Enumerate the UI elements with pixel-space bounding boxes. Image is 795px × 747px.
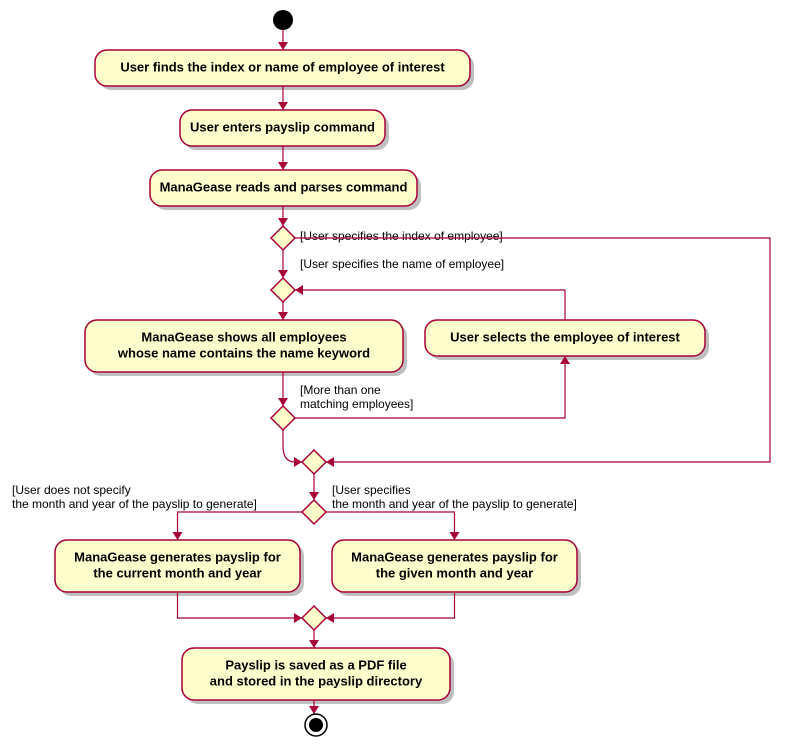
label-no-month: the month and year of the payslip to gen… [12, 497, 257, 511]
activity-gen-current-text: ManaGease generates payslip for [74, 549, 281, 564]
decision-multiple-match [271, 406, 295, 430]
start-node [273, 10, 293, 30]
decision-merge-1 [271, 278, 295, 302]
activity-enter-command-text: User enters payslip command [190, 119, 375, 134]
activity-find-employee-text: User finds the index or name of employee… [120, 59, 445, 74]
label-no-month: [User does not specify [12, 483, 131, 497]
label-more-than-one: [More than one [300, 383, 381, 397]
activity-show-employees-text: ManaGease shows all employees [141, 329, 346, 344]
activity-gen-given-text: ManaGease generates payslip for [351, 549, 558, 564]
activity-gen-given-text: the given month and year [376, 565, 533, 580]
decision-merge-3 [302, 606, 326, 630]
decision-month-specified [302, 500, 326, 524]
activity-show-employees-text: whose name contains the name keyword [117, 345, 370, 360]
decision-index-or-name [271, 226, 295, 250]
activity-select-employee-text: User selects the employee of interest [450, 329, 680, 344]
flowchart-canvas: User finds the index or name of employee… [0, 0, 795, 747]
label-more-than-one: matching employees] [300, 397, 413, 411]
label-month: the month and year of the payslip to gen… [332, 497, 577, 511]
label-index: [User specifies the index of employee] [300, 229, 503, 243]
label-month: [User specifies [332, 483, 411, 497]
activity-save-pdf-text: Payslip is saved as a PDF file [225, 657, 406, 672]
end-node-inner [309, 718, 323, 732]
activity-save-pdf-text: and stored in the payslip directory [210, 673, 423, 688]
activity-parse-command-text: ManaGease reads and parses command [160, 179, 408, 194]
label-name: [User specifies the name of employee] [300, 257, 504, 271]
decision-merge-2 [302, 450, 326, 474]
activity-gen-current-text: the current month and year [93, 565, 261, 580]
